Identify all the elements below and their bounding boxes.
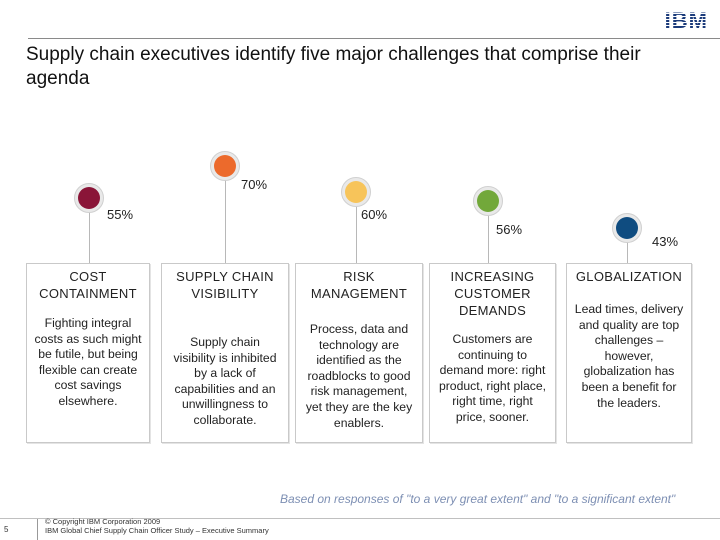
stem-cost	[89, 212, 90, 263]
card-title-visibility: SUPPLY CHAIN VISIBILITY	[176, 269, 274, 301]
header-divider	[28, 38, 720, 39]
card-cost-containment: COST CONTAINMENT Fighting integral costs…	[26, 263, 150, 443]
card-title-globalization: GLOBALIZATION	[575, 269, 683, 284]
footer-copyright: © Copyright IBM Corporation 2009	[45, 517, 161, 526]
percent-cost: 55%	[107, 207, 134, 222]
footer-study-title: IBM Global Chief Supply Chain Officer St…	[45, 526, 269, 535]
card-supply-chain-visibility: SUPPLY CHAIN VISIBILITY Supply chain vis…	[161, 263, 289, 443]
card-increasing-customer-demands: INCREASING CUSTOMER DEMANDS Customers ar…	[429, 263, 556, 443]
card-title-cost: COST CONTAINMENT	[39, 269, 137, 301]
card-title-risk: RISK MANAGEMENT	[310, 269, 408, 301]
marker-dot-cost	[78, 187, 100, 209]
stem-visibility	[225, 178, 226, 263]
marker-dot-visibility	[214, 155, 236, 177]
card-body-demands: Customers are continuing to demand more:…	[438, 332, 547, 424]
stem-risk	[356, 204, 357, 263]
card-risk-management: RISK MANAGEMENT Process, data and techno…	[295, 263, 423, 443]
card-body-visibility: Supply chain visibility is inhibited by …	[173, 335, 277, 427]
percent-globalization: 43%	[652, 234, 679, 249]
percent-demands: 56%	[496, 222, 523, 237]
card-globalization: GLOBALIZATION Lead times, delivery and q…	[566, 263, 692, 443]
marker-dot-globalization	[616, 217, 638, 239]
footer-separator	[37, 519, 38, 540]
page-number: 5	[4, 525, 9, 534]
footer-divider	[0, 518, 720, 519]
stem-demands	[488, 213, 489, 263]
card-body-globalization: Lead times, delivery and quality are top…	[574, 302, 684, 410]
marker-dot-demands	[477, 190, 499, 212]
footnote: Based on responses of "to a very great e…	[280, 492, 676, 506]
card-title-demands: INCREASING CUSTOMER DEMANDS	[450, 269, 535, 318]
card-body-risk: Process, data and technology are identif…	[305, 322, 413, 430]
percent-risk: 60%	[361, 207, 388, 222]
stem-globalization	[627, 240, 628, 263]
card-body-cost: Fighting integral costs as such might be…	[34, 316, 142, 408]
page-title: Supply chain executives identify five ma…	[26, 44, 641, 89]
percent-visibility: 70%	[241, 177, 268, 192]
marker-dot-risk	[345, 181, 367, 203]
ibm-logo: IBM	[664, 8, 708, 33]
